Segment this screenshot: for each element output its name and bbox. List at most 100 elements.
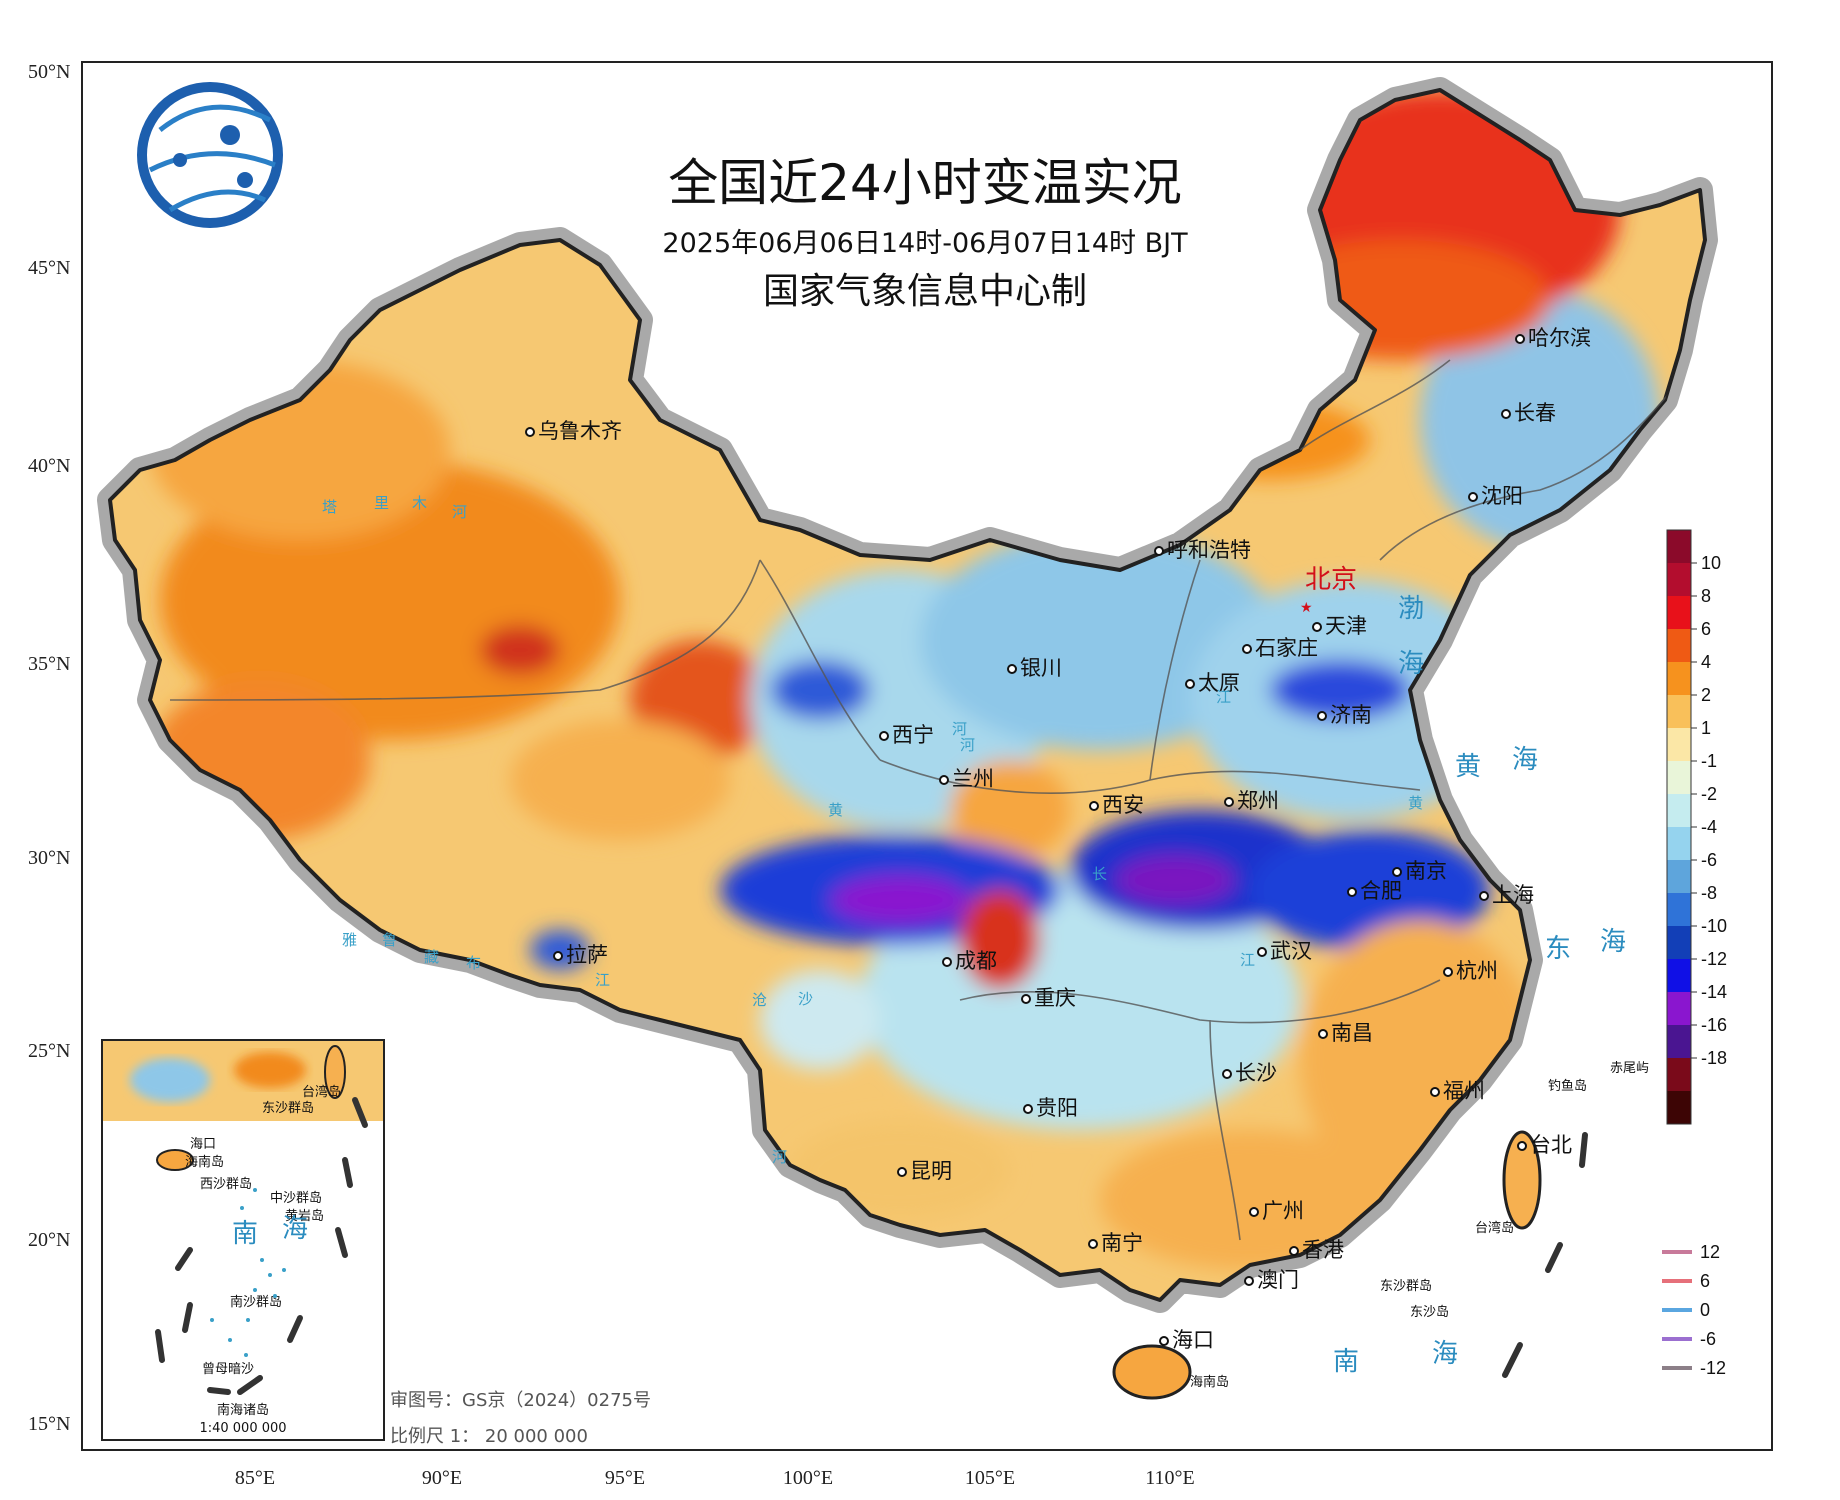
city-dot-icon bbox=[1242, 644, 1252, 654]
inset-scale: 1:40 000 000 bbox=[199, 1421, 286, 1436]
river-label: 河 bbox=[772, 1148, 787, 1166]
colorbar-tick-label: -18 bbox=[1701, 1048, 1727, 1068]
city-label: 香港 bbox=[1302, 1238, 1344, 1262]
colorbar-tick-label: -2 bbox=[1701, 784, 1717, 804]
city-dot-icon bbox=[1007, 664, 1017, 674]
city-dot-icon bbox=[1501, 409, 1511, 419]
sea-label: 黄 bbox=[1455, 752, 1499, 782]
contour-line-label: -12 bbox=[1700, 1358, 1726, 1378]
capital-label: 北京 bbox=[1305, 565, 1357, 595]
sea-labels: 渤 海 黄 海 东 海 南 海 bbox=[1333, 594, 1644, 1377]
city-label: 南宁 bbox=[1101, 1231, 1143, 1255]
city-dot-icon bbox=[1089, 801, 1099, 811]
city-label: 太原 bbox=[1198, 671, 1240, 695]
colorbar-tick-label: -12 bbox=[1701, 949, 1727, 969]
city-label: 南昌 bbox=[1331, 1021, 1373, 1045]
city-dot-icon bbox=[1154, 546, 1164, 556]
lat-label: 30°N bbox=[28, 847, 70, 869]
island-label: 赤尾屿 bbox=[1610, 1061, 1649, 1076]
colorbar-swatch bbox=[1667, 563, 1691, 596]
taiwan-island bbox=[1502, 1130, 1542, 1230]
map-subtitle: 2025年06月06日14时-06月07日14时 BJT bbox=[662, 228, 1188, 259]
city-label: 海口 bbox=[1172, 1328, 1214, 1352]
river-label: 雅 bbox=[342, 931, 357, 949]
city-label: 拉萨 bbox=[566, 943, 608, 967]
city-label: 杭州 bbox=[1456, 959, 1498, 983]
city-dot-icon bbox=[1318, 1029, 1328, 1039]
river-label: 黄 bbox=[1408, 794, 1423, 812]
colorbar-tick-label: -14 bbox=[1701, 982, 1727, 1002]
lon-label: 100°E bbox=[783, 1467, 833, 1489]
city-label: 乌鲁木齐 bbox=[538, 419, 622, 443]
river-label: 塔 bbox=[322, 498, 337, 516]
colorbar-tick-label: 6 bbox=[1701, 619, 1711, 639]
city-dot-icon bbox=[1224, 797, 1234, 807]
sea-label: 海 bbox=[1600, 927, 1644, 957]
city-label: 济南 bbox=[1330, 703, 1372, 727]
river-label: 藏 bbox=[424, 948, 439, 966]
colorbar-swatch bbox=[1667, 1025, 1691, 1058]
island-labels: 钓鱼岛 赤尾屿 台湾岛 东沙群岛 东沙岛 海南岛 bbox=[1190, 1061, 1649, 1390]
city-dot-icon bbox=[1392, 867, 1402, 877]
city-dot-icon bbox=[1088, 1239, 1098, 1249]
lat-label: 25°N bbox=[28, 1040, 70, 1062]
lat-label: 50°N bbox=[28, 61, 70, 83]
colorbar-swatch bbox=[1667, 926, 1691, 959]
city-label: 兰州 bbox=[952, 767, 994, 791]
color-legend: 10 8 6 4 2 1 -1 -2 -4 -6 -8 -10 -12 -14 -16 -18 bbox=[1666, 529, 1727, 1125]
colorbar-tick-label: -4 bbox=[1701, 817, 1717, 837]
contour-line-label: 0 bbox=[1700, 1300, 1710, 1320]
city-label: 上海 bbox=[1492, 883, 1534, 907]
city-label: 郑州 bbox=[1237, 789, 1279, 813]
lat-label: 35°N bbox=[28, 653, 70, 675]
lat-label: 45°N bbox=[28, 257, 70, 279]
river-label: 黄 bbox=[828, 801, 843, 819]
river-label: 鲁 bbox=[382, 931, 397, 949]
river-label: 河 bbox=[960, 736, 975, 754]
island-label: 海南岛 bbox=[1190, 1374, 1229, 1390]
sea-label: 渤 bbox=[1398, 594, 1442, 624]
map-scale: 比例尺 1： 20 000 000 bbox=[390, 1426, 588, 1447]
inset-title: 南海诸岛 bbox=[217, 1402, 269, 1418]
hainan-island bbox=[1112, 1344, 1192, 1400]
colorbar-swatch bbox=[1667, 794, 1691, 827]
inset-label: 曾母暗沙 bbox=[202, 1362, 254, 1377]
city-dot-icon bbox=[1317, 711, 1327, 721]
sea-label: 南 bbox=[1333, 1347, 1377, 1377]
city-dot-icon bbox=[1222, 1069, 1232, 1079]
lon-label: 105°E bbox=[965, 1467, 1015, 1489]
city-label: 广州 bbox=[1262, 1199, 1304, 1223]
river-label: 江 bbox=[595, 971, 610, 989]
island-label: 东沙群岛 bbox=[1380, 1278, 1432, 1294]
lat-label: 15°N bbox=[28, 1413, 70, 1435]
city-dot-icon bbox=[1159, 1336, 1169, 1346]
colorbar-swatch bbox=[1667, 662, 1691, 695]
city-dot-icon bbox=[939, 775, 949, 785]
colorbar-swatch bbox=[1667, 893, 1691, 926]
colorbar-swatch bbox=[1667, 1091, 1691, 1124]
city-dot-icon bbox=[1185, 679, 1195, 689]
lon-label: 90°E bbox=[422, 1467, 462, 1489]
sea-label: 海 bbox=[1432, 1339, 1476, 1369]
colorbar-tick-label: 8 bbox=[1701, 586, 1711, 606]
city-label: 哈尔滨 bbox=[1528, 326, 1591, 350]
river-label: 河 bbox=[952, 720, 967, 738]
city-dot-icon bbox=[1257, 947, 1267, 957]
city-dot-icon bbox=[553, 951, 563, 961]
city-label: 长春 bbox=[1514, 401, 1556, 425]
city-dot-icon bbox=[1515, 334, 1525, 344]
city-dot-icon bbox=[1244, 1276, 1254, 1286]
colorbar-swatch bbox=[1667, 959, 1691, 992]
sea-label: 东 bbox=[1545, 934, 1589, 964]
sea-label: 海 bbox=[1512, 745, 1556, 775]
inset-label: 中沙群岛 bbox=[270, 1190, 322, 1206]
colorbar-tick-label: -6 bbox=[1701, 850, 1717, 870]
contour-line-legend: 12 6 0 -6 -12 bbox=[1662, 1242, 1726, 1378]
city-label: 成都 bbox=[955, 949, 997, 973]
inset-label: 西沙群岛 bbox=[200, 1176, 252, 1192]
river-label: 沙 bbox=[798, 990, 813, 1008]
city-label: 昆明 bbox=[910, 1159, 952, 1183]
city-dot-icon bbox=[897, 1167, 907, 1177]
inset-label: 台湾岛 bbox=[302, 1084, 341, 1100]
